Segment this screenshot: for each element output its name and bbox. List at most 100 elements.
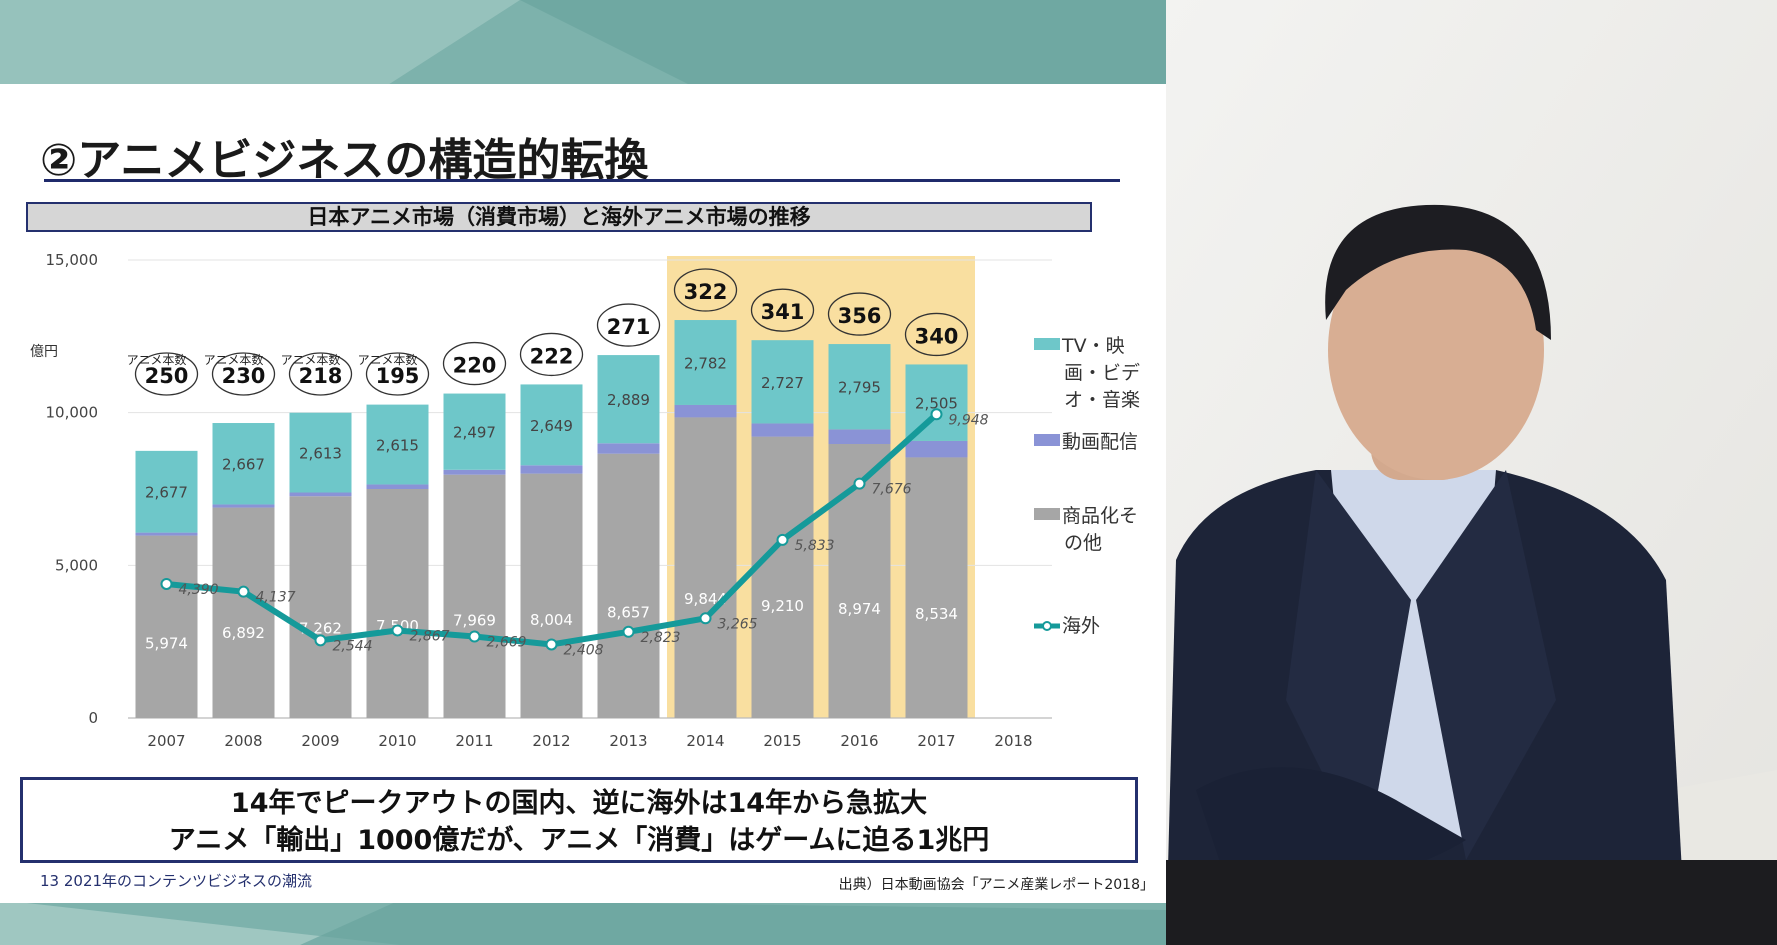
bar-value-label: 2,727 [761, 374, 804, 392]
overseas-value-label: 3,265 [718, 616, 758, 632]
legend-swatch [1034, 434, 1060, 446]
bar-segment [289, 496, 352, 718]
title-count-value: 195 [376, 364, 420, 388]
overseas-value-label: 2,544 [333, 638, 373, 654]
overseas-point [776, 533, 789, 546]
bar-value-label: 8,974 [838, 600, 881, 618]
x-tick-label: 2011 [455, 732, 493, 750]
bar-segment [366, 484, 429, 489]
bar-segment [597, 453, 660, 718]
bar-segment [135, 450, 198, 533]
legend-label: 海外 [1062, 615, 1100, 637]
legend-swatch [1034, 508, 1060, 520]
legend-label: の他 [1064, 532, 1102, 554]
y-tick-label: 10,000 [46, 404, 99, 422]
overseas-value-label: 2,823 [641, 630, 681, 646]
overseas-point [314, 634, 327, 647]
bar-value-label: 9,210 [761, 597, 804, 615]
x-tick-label: 2013 [609, 732, 647, 750]
legend-label: 画・ビデ [1064, 362, 1140, 384]
bar-value-label: 5,974 [145, 635, 188, 653]
overseas-point [391, 624, 404, 637]
bar-value-label: 2,795 [838, 379, 881, 397]
bar-segment [751, 423, 814, 437]
legend-swatch [1034, 338, 1060, 350]
title-count-circle [211, 352, 276, 396]
bar-segment [828, 344, 891, 430]
bar-segment [828, 443, 891, 718]
bar-value-label: 7,969 [453, 612, 496, 630]
title-count-circle [365, 352, 430, 396]
bar-value-label: 2,497 [453, 424, 496, 442]
bar-value-label: 8,534 [915, 605, 958, 623]
speaker-video [1166, 0, 1777, 945]
title-count-value: 340 [915, 324, 959, 348]
title-count-value: 271 [607, 315, 651, 339]
x-tick-label: 2008 [224, 732, 262, 750]
bar-segment [212, 504, 275, 508]
callout-box: 14年でピークアウトの国内、逆に海外は14年から急拡大 アニメ「輸出」1000億… [20, 777, 1138, 863]
overseas-value-label: 2,669 [487, 635, 527, 651]
bar-segment [905, 440, 968, 458]
title-count-circle [673, 268, 738, 312]
overseas-value-label: 9,948 [949, 412, 989, 428]
title-count-value: 222 [530, 344, 574, 368]
bar-value-label: 2,649 [530, 417, 573, 435]
title-count-circle [442, 341, 507, 386]
bar-segment [905, 364, 968, 441]
bar-value-label: 2,505 [915, 395, 958, 413]
title-count-value: 341 [761, 300, 805, 324]
title-count-circle [134, 352, 199, 396]
presenter [1166, 204, 1777, 945]
x-tick-label: 2010 [378, 732, 416, 750]
title-count-label: アニメ本数 [204, 352, 264, 367]
overseas-value-label: 4,137 [256, 590, 296, 606]
bar-segment [289, 412, 352, 493]
bar-value-label: 8,657 [607, 604, 650, 622]
overseas-point [237, 585, 250, 598]
bar-segment [135, 532, 198, 536]
overseas-point [160, 577, 173, 590]
bar-segment [674, 320, 737, 405]
bar-segment [751, 436, 814, 718]
slide-title: ②アニメビジネスの構造的転換 [40, 135, 649, 186]
bar-segment [289, 492, 352, 497]
stacked-bar-chart: 05,00010,00015,000億円20075,974982,677アニメ本… [30, 251, 1140, 750]
overseas-value-label: 2,867 [410, 628, 450, 644]
overseas-value-label: 7,676 [872, 482, 912, 498]
title-count-circle [596, 303, 661, 347]
title-count-circle [827, 292, 892, 336]
bar-segment [135, 535, 198, 718]
x-tick-label: 2017 [917, 732, 955, 750]
slide-footer-left: 13 2021年のコンテンツビジネスの潮流 [40, 872, 313, 890]
bar-segment [905, 457, 968, 718]
title-count-value: 230 [222, 364, 266, 388]
y-tick-label: 15,000 [46, 251, 99, 269]
overseas-value-label: 4,390 [179, 582, 219, 598]
bar-segment [674, 417, 737, 718]
title-count-circle [519, 332, 584, 377]
legend-label: オ・音楽 [1064, 389, 1140, 411]
callout-line-2: アニメ「輸出」1000億だが、アニメ「消費」はゲームに迫る1兆円 [168, 825, 990, 856]
title-underline [44, 179, 1120, 182]
overseas-point [699, 612, 712, 625]
bar-value-label: 2,613 [299, 445, 342, 463]
legend-label: TV・映 [1061, 335, 1125, 357]
title-count-value: 250 [145, 364, 189, 388]
bar-segment [520, 473, 583, 718]
overseas-point [545, 638, 558, 651]
title-count-circle [904, 312, 969, 357]
overseas-point [853, 477, 866, 490]
overseas-point [468, 630, 481, 643]
x-tick-label: 2016 [840, 732, 878, 750]
x-tick-label: 2018 [994, 732, 1032, 750]
x-tick-label: 2015 [763, 732, 801, 750]
overseas-value-label: 5,833 [795, 538, 835, 554]
unit-label: 億円 [30, 344, 58, 360]
y-tick-label: 5,000 [55, 556, 98, 574]
title-count-value: 218 [299, 364, 343, 388]
bar-value-label: 2,615 [376, 437, 419, 455]
title-count-value: 220 [453, 354, 497, 378]
bar-segment [212, 507, 275, 718]
chart-header: 日本アニメ市場（消費市場）と海外アニメ市場の推移 [26, 202, 1092, 232]
